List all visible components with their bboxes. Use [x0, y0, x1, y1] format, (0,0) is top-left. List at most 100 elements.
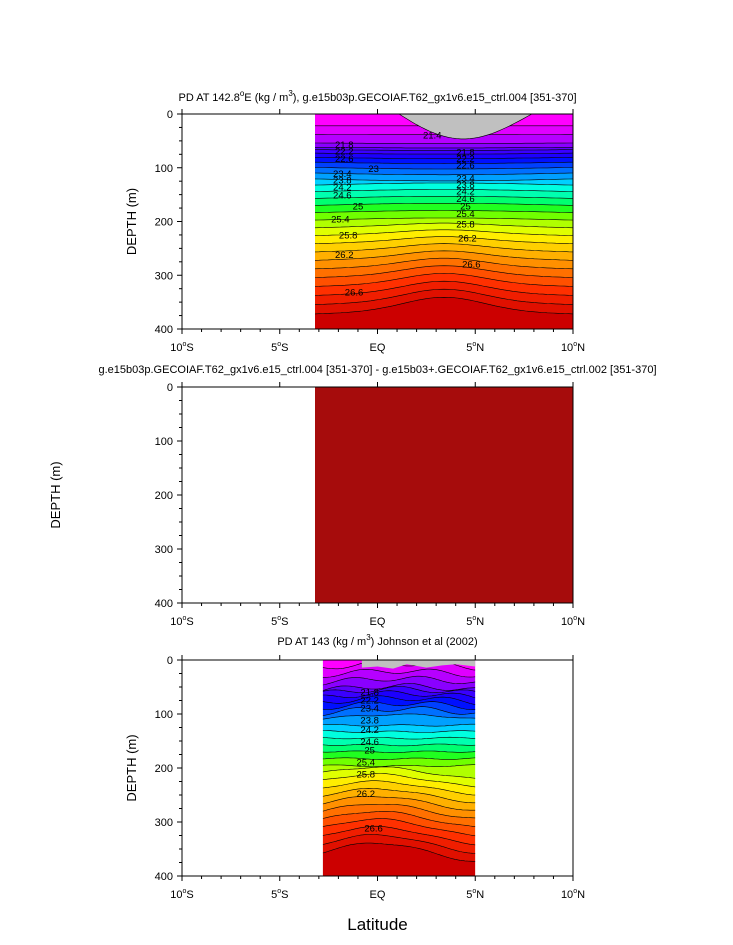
- contour-line: [322, 757, 476, 760]
- contour-label: 25: [460, 201, 471, 212]
- contour-line: [322, 675, 476, 686]
- x-tick-label: EQ: [370, 889, 386, 901]
- contour-line: [314, 288, 573, 305]
- x-tick-label: 10oN: [561, 341, 585, 354]
- contour-label: 24.6: [333, 191, 352, 202]
- contour-band: [314, 289, 573, 314]
- y-tick-label: 0: [167, 382, 173, 394]
- contour-label: 22.2: [360, 696, 379, 707]
- contour-band: [314, 196, 573, 206]
- contour-band: [314, 183, 573, 192]
- contour-line: [322, 690, 476, 699]
- contour-band: [322, 773, 476, 796]
- contour-band: [322, 818, 476, 845]
- contour-label: 24.6: [360, 737, 379, 748]
- missing-data-region: [361, 660, 476, 669]
- y-tick-label: 400: [155, 598, 173, 610]
- contour-line: [314, 257, 573, 270]
- contour-band: [314, 149, 573, 155]
- contour-line: [314, 149, 573, 151]
- data-region: [314, 114, 573, 329]
- x-tick-label: 10oS: [170, 341, 194, 354]
- contour-label: 24.2: [333, 183, 352, 194]
- x-tick-label: 5oS: [271, 341, 288, 354]
- contour-label: 25.4: [357, 758, 376, 769]
- contour-line: [322, 825, 476, 846]
- contour-band: [314, 134, 573, 144]
- contour-line: [322, 713, 476, 720]
- y-tick-label: 200: [155, 490, 173, 502]
- x-tick-label: 10oS: [170, 615, 194, 628]
- y-tick-label: 300: [155, 544, 173, 556]
- contour-band: [314, 147, 573, 151]
- panel-title: g.e15b03p.GECOIAF.T62_gx1v6.e15_ctrl.004…: [99, 364, 657, 376]
- contour-label: 22.6: [456, 161, 475, 172]
- x-tick-label: 10oN: [561, 888, 585, 901]
- contour-label: 23.8: [456, 180, 475, 191]
- x-tick-label: 5oN: [466, 888, 484, 901]
- contour-line: [322, 787, 476, 804]
- y-axis-label: DEPTH (m): [124, 734, 139, 801]
- data-region: [314, 387, 573, 603]
- missing-data-region: [398, 114, 533, 140]
- y-tick-label: 0: [167, 109, 173, 121]
- y-tick-label: 200: [155, 763, 173, 775]
- contour-line: [322, 701, 476, 710]
- x-tick-label: 5oN: [466, 615, 484, 628]
- contour-band: [314, 281, 573, 305]
- contour-band: [322, 811, 476, 836]
- x-tick-label: 5oS: [271, 615, 288, 628]
- contour-label: 22.2: [335, 147, 354, 158]
- contour-line: [314, 229, 573, 236]
- contour-label: 26.2: [335, 250, 354, 261]
- contour-label: 26.6: [462, 260, 481, 271]
- contour-line: [314, 189, 573, 192]
- contour-band: [314, 157, 573, 164]
- contour-band: [322, 834, 476, 862]
- x-tick-label: EQ: [370, 616, 386, 628]
- panel-difference: 0 100 200 300 400 10oS 5oS EQ 5oN 10oN g.e15b03p.G…: [48, 364, 657, 628]
- contour-line: [322, 686, 476, 694]
- contour-band: [314, 167, 573, 175]
- contour-line: [314, 222, 573, 229]
- contour-line: [314, 296, 573, 315]
- contour-band: [314, 265, 573, 287]
- contour-band: [322, 766, 476, 787]
- contour-line: [314, 217, 573, 221]
- contour-line: [314, 203, 573, 206]
- contour-band: [314, 243, 573, 261]
- contour-band: [322, 701, 476, 716]
- contour-line: [314, 157, 573, 159]
- contour-label: 26.6: [364, 823, 383, 834]
- contour-band: [322, 750, 476, 760]
- contour-label: 21.4: [423, 131, 442, 142]
- contour-line: [322, 804, 476, 819]
- contour-band: [322, 804, 476, 827]
- contour-band: [322, 690, 476, 705]
- y-axis-label: DEPTH (m): [124, 188, 139, 255]
- x-axis-label: Latitude: [347, 915, 408, 934]
- contour-band: [322, 826, 476, 854]
- contour-label: 26.2: [458, 234, 477, 245]
- contour-line: [322, 818, 476, 837]
- contour-line: [314, 273, 573, 287]
- contour-line: [322, 668, 476, 678]
- contour-band: [322, 713, 476, 727]
- contour-label: 24.2: [360, 725, 379, 736]
- contour-band: [314, 297, 573, 329]
- contour-label: 25.8: [339, 230, 358, 241]
- x-tick-label: EQ: [370, 342, 386, 354]
- contour-label: 25: [353, 201, 364, 212]
- contour-line: [314, 236, 573, 244]
- contour-band: [322, 669, 476, 685]
- contour-band: [322, 660, 476, 671]
- contour-band: [322, 686, 476, 698]
- contour-label: 21.8: [360, 687, 379, 698]
- difference-fill: [314, 387, 573, 603]
- contour-label: 23.4: [333, 169, 352, 180]
- contour-label: 21.8: [335, 140, 354, 151]
- y-tick-label: 300: [155, 270, 173, 282]
